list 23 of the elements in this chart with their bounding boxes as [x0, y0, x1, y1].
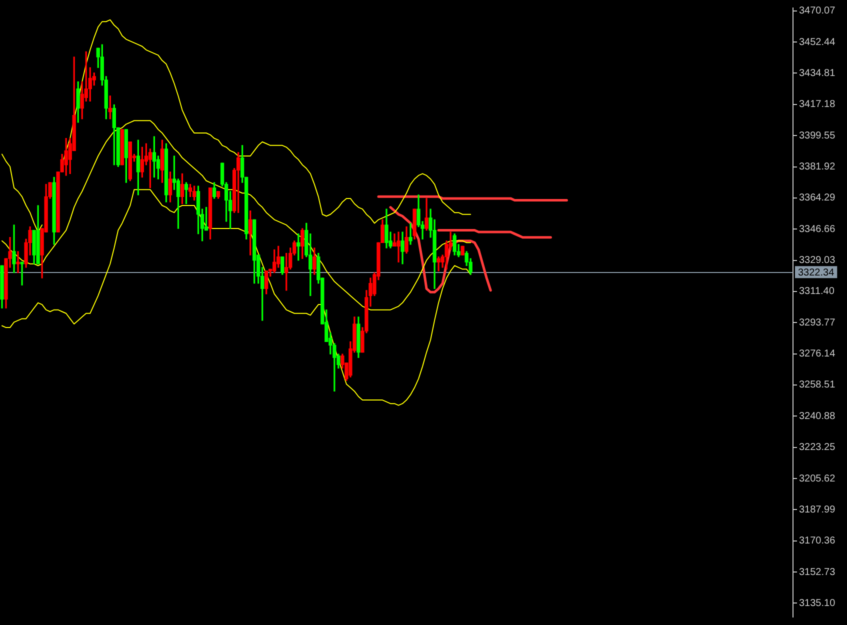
y-tick-label: 3346.66	[799, 224, 836, 235]
y-tick-label: 3170.36	[799, 536, 836, 547]
y-tick-label: 3223.25	[799, 442, 836, 454]
y-tick-label: 3135.10	[799, 598, 836, 609]
y-tick-label: 3364.29	[799, 192, 836, 204]
y-tick-label: 3187.99	[799, 504, 836, 516]
y-tick-label: 3452.44	[799, 36, 836, 48]
y-tick-label: 3293.77	[799, 317, 836, 328]
y-tick-label: 3276.14	[799, 348, 836, 360]
y-tick-label: 3434.81	[799, 68, 836, 79]
candlestick	[120, 129, 124, 166]
y-tick-label: 3470.07	[799, 6, 836, 17]
y-tick-label: 3258.51	[799, 380, 836, 391]
y-tick-label: 3311.40	[799, 286, 835, 298]
y-tick-label: 3417.18	[799, 99, 836, 110]
ref-line-label: 3322.34	[798, 267, 835, 278]
y-tick-label: 3205.62	[799, 473, 836, 484]
candlestick	[460, 246, 464, 256]
y-tick-label: 3381.92	[799, 162, 836, 173]
y-tick-label: 3152.73	[799, 566, 836, 578]
y-tick-label: 3399.55	[799, 130, 836, 142]
y-tick-label: 3329.03	[799, 255, 836, 266]
y-tick-label: 3240.88	[799, 410, 836, 422]
